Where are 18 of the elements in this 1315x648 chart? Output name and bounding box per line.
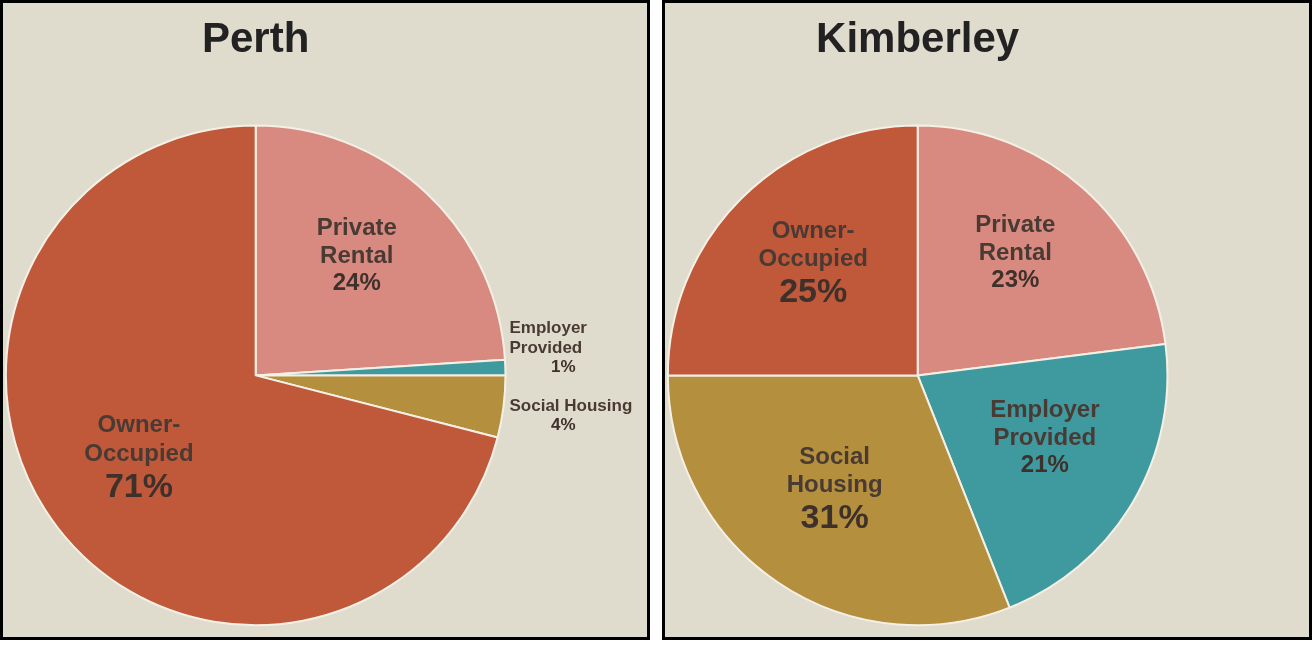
slice-label: Social Housing	[509, 395, 633, 415]
data-label: 25%	[779, 271, 848, 310]
data-label: 71%	[104, 465, 173, 504]
chart-title: Kimberley	[816, 14, 1020, 62]
data-label: 23%	[991, 264, 1040, 292]
slice-label: Social Housing	[786, 441, 883, 498]
data-label: 24%	[332, 268, 381, 296]
data-label: 31%	[800, 497, 869, 536]
data-label: 21%	[1020, 450, 1069, 478]
chart-title: Perth	[201, 14, 310, 62]
data-label: 4%	[550, 414, 576, 434]
slice-label: Private Rental	[316, 212, 397, 269]
slice-label: Owner-Occupied	[84, 410, 194, 466]
slice-label: Private Rental	[975, 209, 1056, 265]
data-label: 1%	[550, 356, 576, 376]
slice-label: Employer Provided	[990, 395, 1100, 451]
slice-label: Owner-Occupied	[758, 215, 868, 272]
slice-label: Employer Provided	[509, 317, 588, 357]
